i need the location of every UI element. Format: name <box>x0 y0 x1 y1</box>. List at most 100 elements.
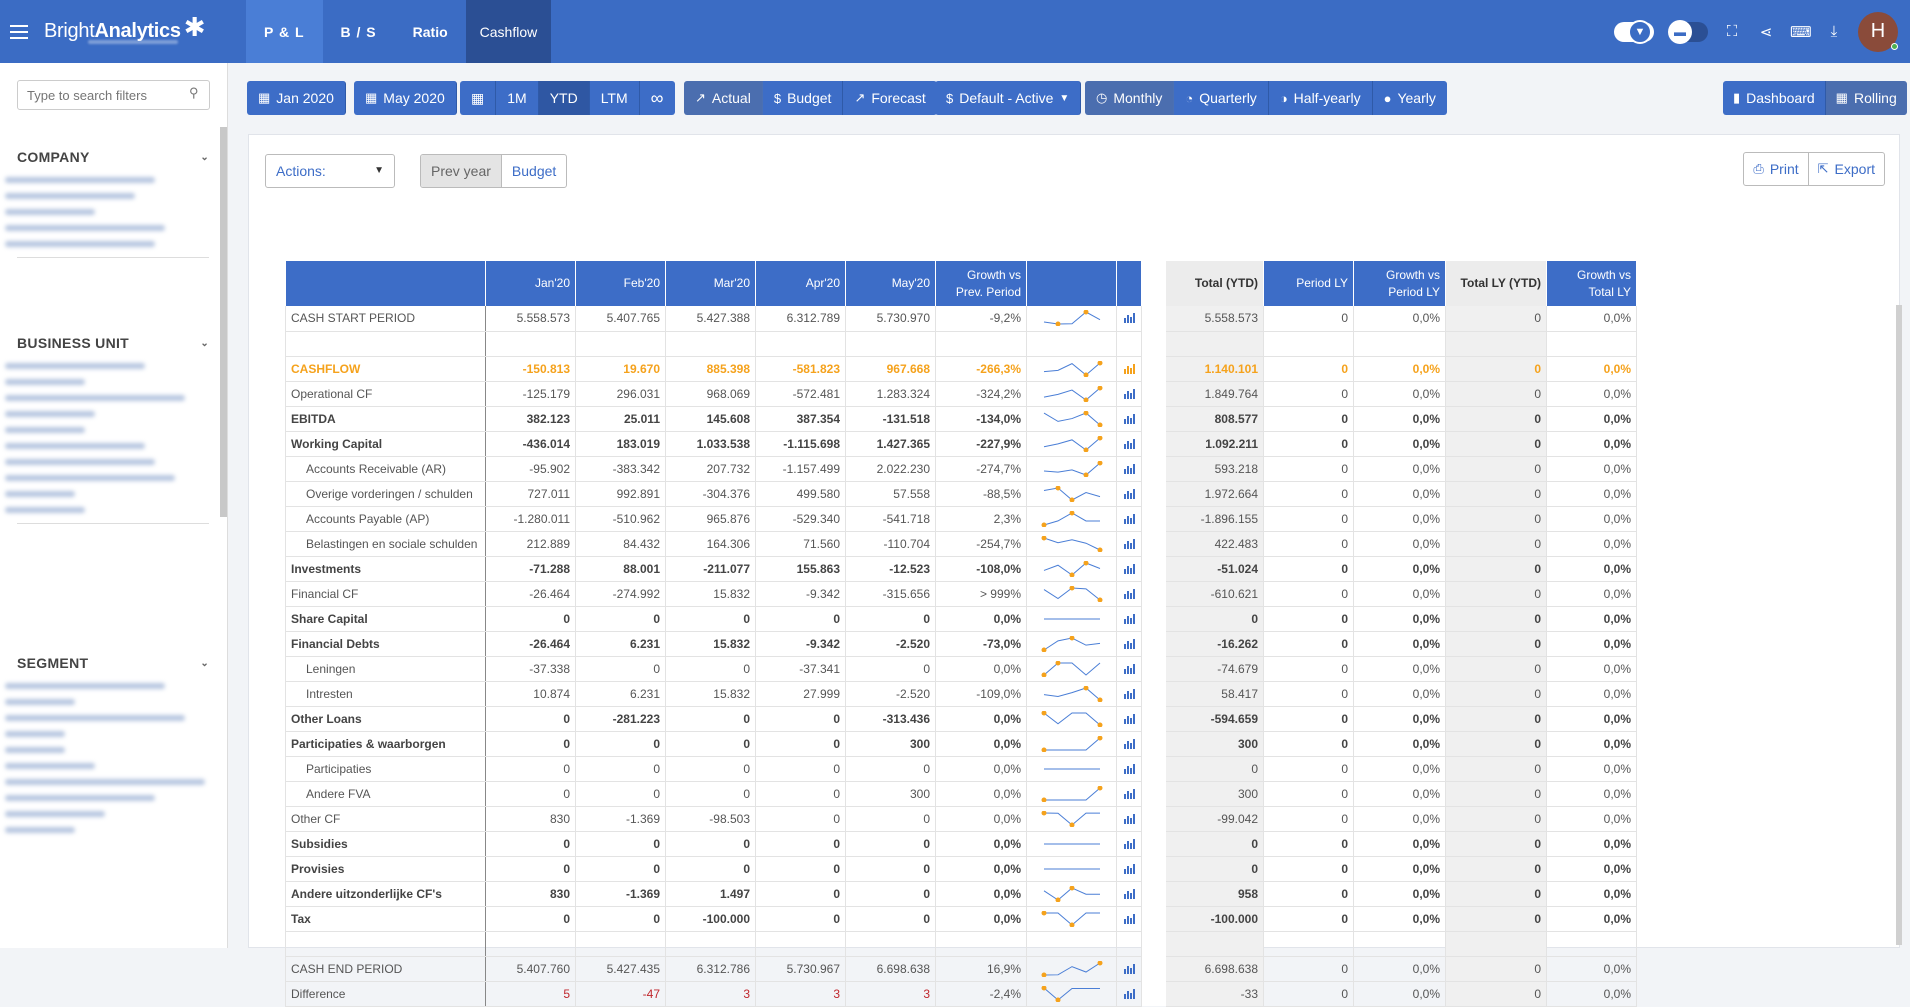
filter-section-company[interactable]: COMPANY ⌄ <box>5 147 209 258</box>
bar-chart-icon[interactable] <box>1116 606 1142 632</box>
bar-chart-icon[interactable] <box>1116 431 1142 457</box>
view-dashboard-button[interactable]: ▮ Dashboard <box>1723 81 1826 115</box>
header-month[interactable]: Jan'20 <box>485 261 576 306</box>
table-row[interactable]: Working Capital -436.014 183.019 1.033.538-… <box>285 431 1637 457</box>
bar-chart-icon[interactable] <box>1116 531 1142 557</box>
sparkline[interactable] <box>1026 456 1117 482</box>
sparkline[interactable] <box>1026 706 1117 732</box>
header-period-ly[interactable]: Period LY <box>1263 261 1354 306</box>
filter-search-input[interactable] <box>17 80 210 110</box>
avatar[interactable]: H <box>1858 11 1898 52</box>
scenario-budget-button[interactable]: $ Budget <box>762 81 844 115</box>
table-row[interactable]: Other CF 830 -1.369 -98.503 0 0 0,0% -99.042 0 0,… <box>285 806 1637 832</box>
tab-ratio[interactable]: Ratio <box>412 23 448 40</box>
sparkline[interactable] <box>1026 406 1117 432</box>
bar-chart-icon[interactable] <box>1116 656 1142 682</box>
sparkline[interactable] <box>1026 531 1117 557</box>
header-month[interactable]: Apr'20 <box>755 261 846 306</box>
sparkline[interactable] <box>1026 381 1117 407</box>
bar-chart-icon[interactable] <box>1116 381 1142 407</box>
bar-chart-icon[interactable] <box>1116 356 1142 382</box>
table-row[interactable]: Operational CF -125.179 296.031 968.069 -572… <box>285 381 1637 407</box>
bar-chart-icon[interactable] <box>1116 806 1142 832</box>
bar-chart-icon[interactable] <box>1116 956 1142 982</box>
sparkline[interactable] <box>1026 981 1117 1007</box>
bar-chart-icon[interactable] <box>1116 856 1142 882</box>
table-row[interactable]: Tax 0 0 -100.000 0 0 0,0% -100.000 0 0,0% 0 0,0% <box>285 906 1637 932</box>
comment-toggle[interactable]: ▬ <box>1668 19 1708 44</box>
header-total-ytd[interactable]: Total (YTD) <box>1165 261 1264 306</box>
table-row[interactable]: Andere uitzonderlijke CF's 830 -1.369 1.497… <box>285 881 1637 907</box>
period-halfyearly-button[interactable]: ◑ Half-yearly <box>1268 81 1373 115</box>
view-rolling-button[interactable]: ▦ Rolling <box>1825 81 1907 115</box>
sparkline[interactable] <box>1026 656 1117 682</box>
print-button[interactable]: ⎙ Print <box>1744 153 1809 185</box>
table-scrollbar[interactable] <box>1896 305 1902 945</box>
sparkline[interactable] <box>1026 481 1117 507</box>
sparkline[interactable] <box>1026 781 1117 807</box>
chevron-down-icon[interactable]: ⌄ <box>200 151 209 163</box>
fullscreen-icon[interactable]: ⛶ <box>1726 23 1738 40</box>
table-row[interactable]: Participaties 0 0 0 0 0 0,0% 0 0 0,0% 0 0,0% <box>285 756 1637 782</box>
brand-logo[interactable]: Bright Analytics ✱ <box>44 0 246 63</box>
compare-budget-button[interactable]: Budget <box>511 163 557 179</box>
bar-chart-icon[interactable] <box>1116 906 1142 932</box>
header-month[interactable]: Feb'20 <box>575 261 666 306</box>
period-quarterly-button[interactable]: ◔ Quarterly <box>1174 81 1269 115</box>
sparkline[interactable] <box>1026 881 1117 907</box>
header-growth-prev[interactable]: Growth vs Prev. Period <box>935 261 1027 306</box>
table-row[interactable]: Leningen -37.338 0 0 -37.341 0 0,0% -74.679 0 0,0… <box>285 656 1637 682</box>
table-row[interactable] <box>285 931 1637 957</box>
filter-section-segment[interactable]: SEGMENT ⌄ <box>5 653 209 843</box>
range-1m-button[interactable]: 1M <box>496 81 539 115</box>
chevron-down-icon[interactable]: ⌄ <box>200 657 209 669</box>
bar-chart-icon[interactable] <box>1116 831 1142 857</box>
bar-chart-icon[interactable] <box>1116 306 1142 332</box>
bar-chart-icon[interactable] <box>1116 681 1142 707</box>
table-row[interactable]: Belastingen en sociale schulden 212.889 84… <box>285 531 1637 557</box>
filter-section-business-unit[interactable]: BUSINESS UNIT ⌄ <box>5 333 209 524</box>
header-total-ly[interactable]: Total LY (YTD) <box>1445 261 1547 306</box>
export-button[interactable]: ⇱ Export <box>1809 153 1884 185</box>
table-row[interactable]: Other Loans 0 -281.223 0 0 -313.436 0,0% -594.6… <box>285 706 1637 732</box>
scenario-actual-button[interactable]: ↗ Actual <box>684 81 763 115</box>
sparkline[interactable] <box>1026 306 1117 332</box>
calendar-range-button[interactable]: ▦ <box>460 81 497 115</box>
sparkline[interactable] <box>1026 556 1117 582</box>
bar-chart-icon[interactable] <box>1116 456 1142 482</box>
range-all-button[interactable]: ∞ <box>639 81 675 115</box>
header-growth-period-ly[interactable]: Growth vs Period LY <box>1353 261 1446 306</box>
bar-chart-icon[interactable] <box>1116 731 1142 757</box>
bar-chart-icon[interactable] <box>1116 706 1142 732</box>
table-row[interactable]: Intresten 10.874 6.231 15.832 27.999 -2.520 -1… <box>285 681 1637 707</box>
share-icon[interactable]: ⋖ <box>1759 23 1773 41</box>
table-row[interactable]: CASH END PERIOD 5.407.760 5.427.435 6.312.7… <box>285 956 1637 982</box>
header-growth-total-ly[interactable]: Growth vs Total LY <box>1546 261 1637 306</box>
table-row[interactable] <box>285 331 1637 357</box>
sparkline[interactable] <box>1026 631 1117 657</box>
sparkline[interactable] <box>1026 431 1117 457</box>
period-monthly-button[interactable]: ◷ Monthly <box>1085 81 1175 115</box>
sparkline[interactable] <box>1026 906 1117 932</box>
sparkline[interactable] <box>1026 506 1117 532</box>
tab-cashflow[interactable]: Cashflow <box>465 0 552 63</box>
sparkline[interactable] <box>1026 756 1117 782</box>
sparkline[interactable] <box>1026 856 1117 882</box>
bar-chart-icon[interactable] <box>1116 481 1142 507</box>
header-month[interactable]: May'20 <box>845 261 936 306</box>
menu-icon[interactable] <box>0 0 38 63</box>
bar-chart-icon[interactable] <box>1116 506 1142 532</box>
sparkline[interactable] <box>1026 731 1117 757</box>
tab-bs[interactable]: B / S <box>340 23 377 40</box>
bar-chart-icon[interactable] <box>1116 581 1142 607</box>
table-row[interactable]: Investments -71.288 88.001 -211.077 155.863-… <box>285 556 1637 582</box>
bar-chart-icon[interactable] <box>1116 981 1142 1007</box>
range-ytd-button[interactable]: YTD <box>538 81 590 115</box>
table-row[interactable]: Participaties & waarborgen 0 0 0 0 300 0,0% 300… <box>285 731 1637 757</box>
filter-toggle[interactable]: ▼ <box>1614 19 1654 44</box>
sparkline[interactable] <box>1026 956 1117 982</box>
sidebar-scrollbar[interactable] <box>220 127 227 517</box>
keyboard-icon[interactable]: ⌨ <box>1790 23 1812 41</box>
sparkline[interactable] <box>1026 681 1117 707</box>
sparkline[interactable] <box>1026 581 1117 607</box>
